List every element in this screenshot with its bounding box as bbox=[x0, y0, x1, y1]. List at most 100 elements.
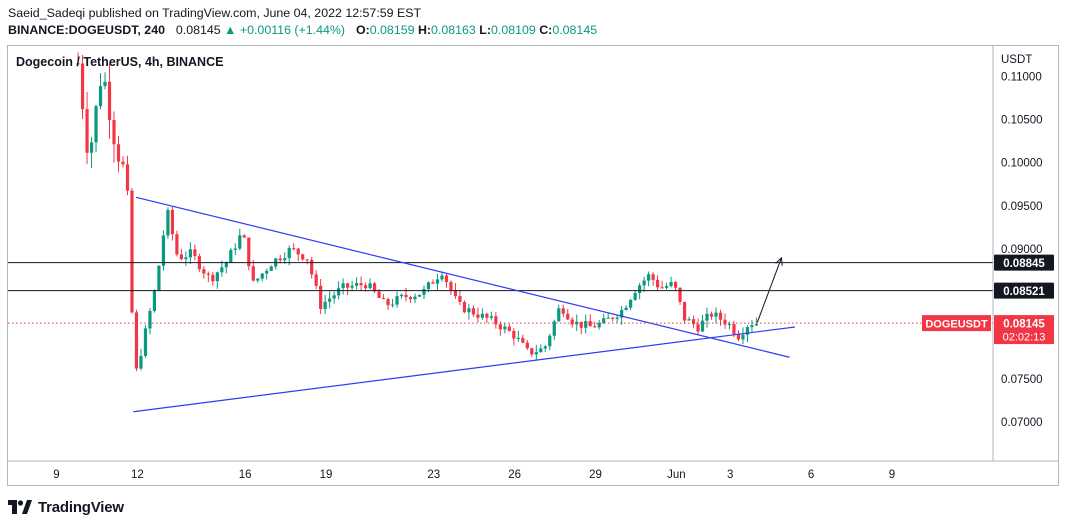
candle-body bbox=[328, 298, 332, 302]
low-label: L: bbox=[479, 23, 491, 37]
candle-body bbox=[516, 337, 520, 339]
candle-body bbox=[193, 249, 197, 257]
candle-body bbox=[305, 259, 309, 261]
tradingview-logo-icon bbox=[8, 500, 32, 514]
candle-body bbox=[372, 283, 377, 292]
candle-body bbox=[673, 281, 678, 288]
drawings-layer bbox=[8, 196, 993, 413]
symbol-tag bbox=[922, 315, 991, 332]
level-price-text: 0.08521 bbox=[1003, 286, 1045, 298]
candle-body bbox=[642, 280, 646, 286]
price-tick-label: 0.07000 bbox=[1001, 417, 1043, 429]
candle-body bbox=[134, 312, 139, 369]
candle-body bbox=[399, 294, 404, 297]
candle-body bbox=[368, 283, 372, 289]
candle-body bbox=[700, 320, 705, 332]
trendline-lower bbox=[133, 326, 795, 413]
candle-body bbox=[130, 190, 134, 313]
candle-body bbox=[633, 293, 637, 300]
candle-body bbox=[507, 326, 511, 331]
candle-body bbox=[292, 248, 296, 250]
chart-header: Saeid_Sadeqi published on TradingView.co… bbox=[8, 5, 1058, 39]
candle-body bbox=[310, 259, 314, 275]
price-tick-label: 0.11000 bbox=[1001, 71, 1042, 83]
trendline-upper bbox=[135, 196, 790, 358]
price-tick-label: 0.09000 bbox=[1001, 244, 1043, 256]
candle-body bbox=[435, 279, 440, 284]
time-tick-label: 19 bbox=[320, 469, 333, 481]
candle-body bbox=[121, 161, 125, 165]
candle-body bbox=[206, 273, 210, 275]
candle-body bbox=[76, 63, 80, 65]
projection-arrow bbox=[756, 257, 782, 323]
time-tick-label: 12 bbox=[131, 469, 144, 481]
candle-body bbox=[238, 235, 242, 249]
time-tick-label: 3 bbox=[727, 469, 733, 481]
candle-body bbox=[157, 265, 161, 291]
candle-body bbox=[332, 295, 336, 299]
candle-body bbox=[417, 294, 422, 297]
candle-body bbox=[512, 330, 516, 339]
footer: TradingView bbox=[8, 496, 124, 518]
candle-body bbox=[381, 297, 386, 300]
candle-body bbox=[166, 209, 170, 236]
candle-body bbox=[566, 313, 570, 320]
candle-body bbox=[552, 321, 556, 336]
candle-body bbox=[278, 258, 282, 261]
candle-body bbox=[444, 275, 449, 283]
candle-body bbox=[458, 296, 462, 302]
candle-body bbox=[296, 248, 300, 255]
candle-body bbox=[319, 285, 323, 309]
candle-body bbox=[638, 285, 642, 294]
publisher-line: Saeid_Sadeqi published on TradingView.co… bbox=[8, 6, 422, 20]
candle-body bbox=[660, 287, 664, 289]
candle-body bbox=[390, 304, 395, 306]
candle-body bbox=[709, 313, 714, 317]
level-price-tag bbox=[994, 282, 1054, 299]
candle-body bbox=[229, 249, 233, 263]
candle-body bbox=[363, 285, 368, 289]
time-tick-label: 9 bbox=[53, 469, 59, 481]
candle-body bbox=[152, 290, 157, 311]
candle-body bbox=[265, 270, 269, 274]
candle-body bbox=[112, 120, 116, 145]
low-value: 0.08109 bbox=[490, 23, 536, 37]
candle-body bbox=[449, 282, 453, 291]
candle-body bbox=[337, 288, 341, 296]
high-value: 0.08163 bbox=[431, 23, 476, 37]
candle-body bbox=[593, 326, 597, 328]
symbol-tag-text: DOGEUSDT bbox=[925, 318, 988, 330]
current-price-tag bbox=[994, 315, 1054, 345]
candle-body bbox=[89, 142, 94, 153]
time-tick-label: 9 bbox=[889, 469, 895, 481]
candle-body bbox=[669, 281, 673, 287]
high-label: H: bbox=[417, 23, 432, 37]
candle-body bbox=[750, 325, 754, 328]
time-tick-label: Jun bbox=[667, 469, 686, 481]
candle-body bbox=[184, 257, 188, 260]
candle-body bbox=[211, 274, 215, 282]
candle-body bbox=[247, 237, 251, 267]
candle-body bbox=[754, 324, 759, 326]
candle-body bbox=[664, 286, 669, 288]
candle-body bbox=[215, 272, 219, 282]
time-tick-label: 26 bbox=[508, 469, 521, 481]
candle-body bbox=[98, 86, 103, 107]
candle-body bbox=[413, 296, 417, 300]
time-tick-label: 16 bbox=[239, 469, 252, 481]
price-chart[interactable]: Dogecoin / TetherUS, 4h, BINANCE USDT 0.… bbox=[8, 46, 1058, 485]
candle-body bbox=[107, 81, 112, 121]
candle-body bbox=[498, 324, 502, 330]
candle-body bbox=[615, 317, 619, 319]
chart-frame[interactable]: Dogecoin / TetherUS, 4h, BINANCE USDT 0.… bbox=[7, 45, 1059, 486]
candle-body bbox=[602, 318, 606, 323]
candle-body bbox=[233, 248, 237, 250]
candle-body bbox=[462, 301, 467, 313]
candle-body bbox=[323, 301, 327, 309]
candle-body bbox=[620, 309, 624, 318]
current-price-text: 0.08145 bbox=[1003, 319, 1045, 331]
tradingview-brand: TradingView bbox=[38, 498, 124, 516]
candle-body bbox=[727, 324, 732, 326]
price-tick-label: 0.10500 bbox=[1001, 114, 1043, 126]
